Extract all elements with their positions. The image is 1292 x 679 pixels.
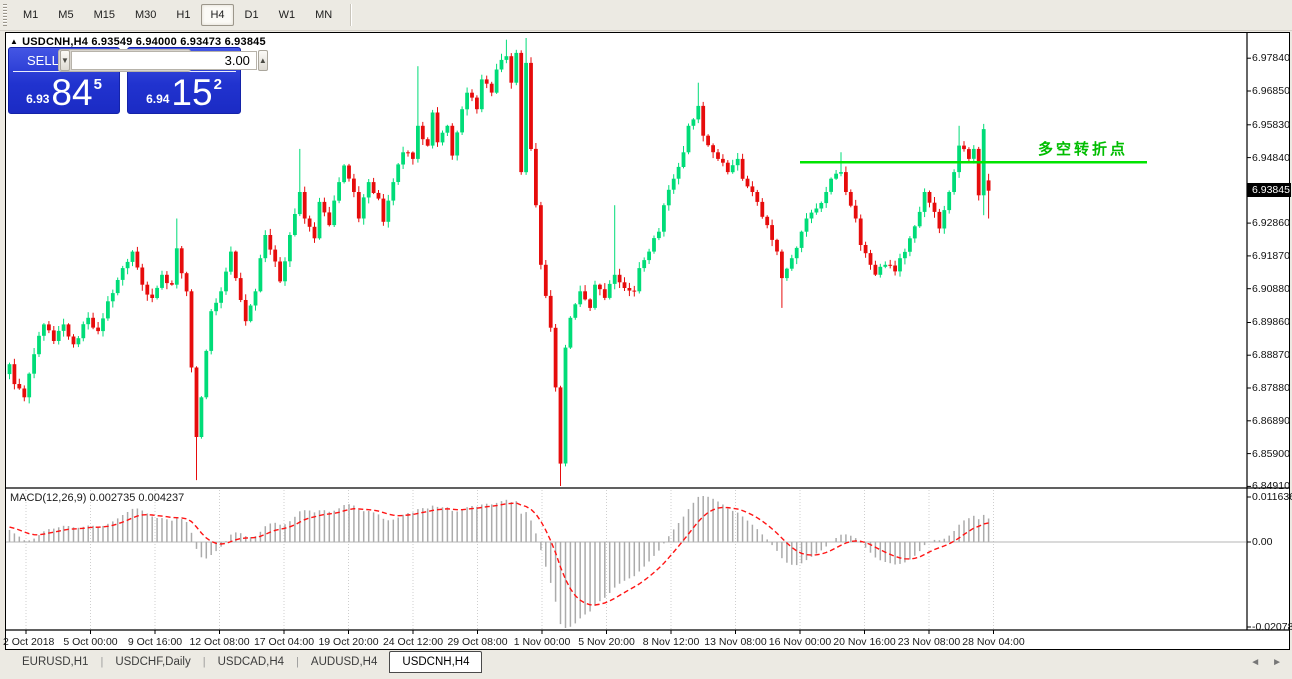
timeframe-button-m1[interactable]: M1 bbox=[23, 9, 39, 21]
time-axis-label: 17 Oct 04:00 bbox=[253, 636, 315, 648]
time-axis-label: 16 Nov 00:00 bbox=[768, 636, 832, 648]
time-axis-label: 13 Nov 08:00 bbox=[704, 636, 767, 648]
triangle-up-icon: ▲ bbox=[258, 56, 267, 65]
macd-axis-label: 0.00 bbox=[1252, 536, 1273, 548]
collapse-triangle-icon[interactable]: ▲ bbox=[10, 37, 19, 46]
volume-increase-button[interactable]: ▲ bbox=[257, 50, 268, 71]
time-axis-label: 19 Oct 20:00 bbox=[318, 636, 379, 648]
tab-separator: | bbox=[296, 656, 299, 668]
buy-price-pip: 2 bbox=[213, 76, 222, 93]
time-axis-label: 5 Nov 20:00 bbox=[578, 636, 635, 648]
price-axis-label: 6.85900 bbox=[1252, 447, 1290, 460]
volume-decrease-button[interactable]: ▼ bbox=[60, 50, 70, 71]
timeframe-toolbar: M1 M5 M15 M30 H1 H4 D1 W1 MN bbox=[0, 0, 1292, 31]
sell-panel: SELL 6.93 84 5 bbox=[8, 47, 120, 114]
buy-price[interactable]: 6.94 15 2 bbox=[128, 72, 240, 113]
timeframe-button-h1[interactable]: H1 bbox=[176, 9, 191, 21]
pane-separator[interactable] bbox=[6, 484, 1246, 492]
time-axis-label: 1 Nov 00:00 bbox=[513, 636, 571, 648]
sell-price-pip: 5 bbox=[93, 76, 102, 93]
triangle-down-icon: ▼ bbox=[61, 56, 69, 65]
toolbar-grip-handle[interactable] bbox=[3, 4, 7, 26]
price-axis-label: 6.92860 bbox=[1252, 217, 1290, 230]
one-click-trading-panel: SELL 6.93 84 5 BUY 6.94 15 2 ▼ ▲ bbox=[8, 47, 268, 114]
price-axis-label: 6.97840 bbox=[1252, 52, 1290, 65]
timeframe-button-d1[interactable]: D1 bbox=[244, 9, 259, 21]
tab-usdcad-h4[interactable]: USDCAD,H4 bbox=[217, 656, 285, 668]
macd-indicator-label: MACD(12,26,9) 0.002735 0.004237 bbox=[10, 492, 185, 504]
price-axis-label: 6.94840 bbox=[1252, 151, 1290, 164]
timeframe-button-m5[interactable]: M5 bbox=[58, 9, 74, 21]
timeframe-button-m30[interactable]: M30 bbox=[134, 9, 157, 21]
timeframe-button-m15[interactable]: M15 bbox=[93, 9, 115, 21]
time-axis-label: 24 Oct 12:00 bbox=[382, 636, 444, 648]
time-axis-label: 23 Nov 08:00 bbox=[897, 636, 961, 648]
chart-window[interactable] bbox=[5, 32, 1290, 650]
volume-input[interactable] bbox=[70, 51, 257, 70]
sell-price-main: 84 bbox=[51, 72, 93, 113]
timeframe-button-h4[interactable]: H4 bbox=[201, 4, 234, 26]
price-axis-label: 6.90880 bbox=[1252, 282, 1290, 295]
timeframe-button-mn[interactable]: MN bbox=[315, 9, 333, 21]
tab-separator: | bbox=[100, 656, 104, 668]
chart-tab-strip: EURUSD,H1 | USDCHF,Daily | USDCAD,H4 | AUDUSD,… bbox=[0, 651, 1292, 679]
chart-title: ▲ USDCNH,H4 6.93549 6.94000 6.93473 6.938… bbox=[10, 36, 266, 48]
volume-spinner: ▼ ▲ bbox=[58, 49, 268, 72]
price-axis-label: 6.84910 bbox=[1252, 480, 1290, 493]
tab-usdcnh-h4[interactable]: USDCNH,H4 bbox=[389, 651, 483, 673]
sell-button-label: SELL bbox=[27, 52, 59, 68]
time-axis-label: 8 Nov 12:00 bbox=[642, 636, 700, 648]
time-axis-label: 2 Oct 2018 bbox=[3, 636, 55, 648]
current-price-tag: 6.93845 bbox=[1247, 183, 1291, 197]
time-axis-label: 20 Nov 16:00 bbox=[833, 636, 896, 648]
price-axis-label: 6.91870 bbox=[1252, 249, 1290, 262]
macd-axis-label: 0.011636 bbox=[1252, 491, 1292, 503]
sell-price-prefix: 6.93 bbox=[26, 91, 50, 106]
tab-eurusd-h1[interactable]: EURUSD,H1 bbox=[22, 656, 89, 668]
sell-price[interactable]: 6.93 84 5 bbox=[9, 72, 119, 113]
tab-audusd-h4[interactable]: AUDUSD,H4 bbox=[310, 656, 378, 668]
annotation-text: 多空转折点 bbox=[1038, 141, 1129, 158]
price-axis-label: 6.96850 bbox=[1252, 84, 1290, 97]
time-axis-label: 12 Oct 08:00 bbox=[189, 636, 250, 648]
tab-scroll-left-button[interactable]: ◄ bbox=[1250, 657, 1261, 668]
toolbar-separator bbox=[350, 4, 353, 26]
tab-separator: | bbox=[202, 656, 206, 668]
price-axis-label: 6.87880 bbox=[1252, 382, 1290, 395]
tab-scroll-right-button[interactable]: ► bbox=[1272, 657, 1282, 668]
price-axis-label: 6.88870 bbox=[1252, 349, 1290, 362]
time-axis-label: 9 Oct 16:00 bbox=[127, 636, 183, 648]
timeframe-button-w1[interactable]: W1 bbox=[278, 9, 296, 21]
time-axis-label: 28 Nov 04:00 bbox=[962, 636, 1025, 648]
price-axis-label: 6.86890 bbox=[1252, 414, 1290, 427]
buy-price-prefix: 6.94 bbox=[146, 91, 170, 106]
price-axis-label: 6.95830 bbox=[1252, 118, 1290, 131]
time-axis-label: 29 Oct 08:00 bbox=[447, 636, 508, 648]
buy-price-main: 15 bbox=[171, 72, 213, 113]
tab-usdchf-daily[interactable]: USDCHF,Daily bbox=[115, 656, 191, 668]
macd-axis-label: -0.020788 bbox=[1252, 621, 1292, 633]
time-axis-label: 5 Oct 00:00 bbox=[63, 636, 118, 648]
price-axis-label: 6.89860 bbox=[1252, 316, 1290, 329]
chart-title-text: USDCNH,H4 6.93549 6.94000 6.93473 6.9384… bbox=[22, 36, 266, 48]
